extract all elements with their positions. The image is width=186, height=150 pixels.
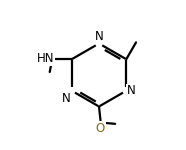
Text: N: N xyxy=(62,92,71,105)
Text: N: N xyxy=(95,30,103,43)
Text: N: N xyxy=(127,84,136,97)
Text: HN: HN xyxy=(36,52,54,65)
Text: O: O xyxy=(96,122,105,135)
